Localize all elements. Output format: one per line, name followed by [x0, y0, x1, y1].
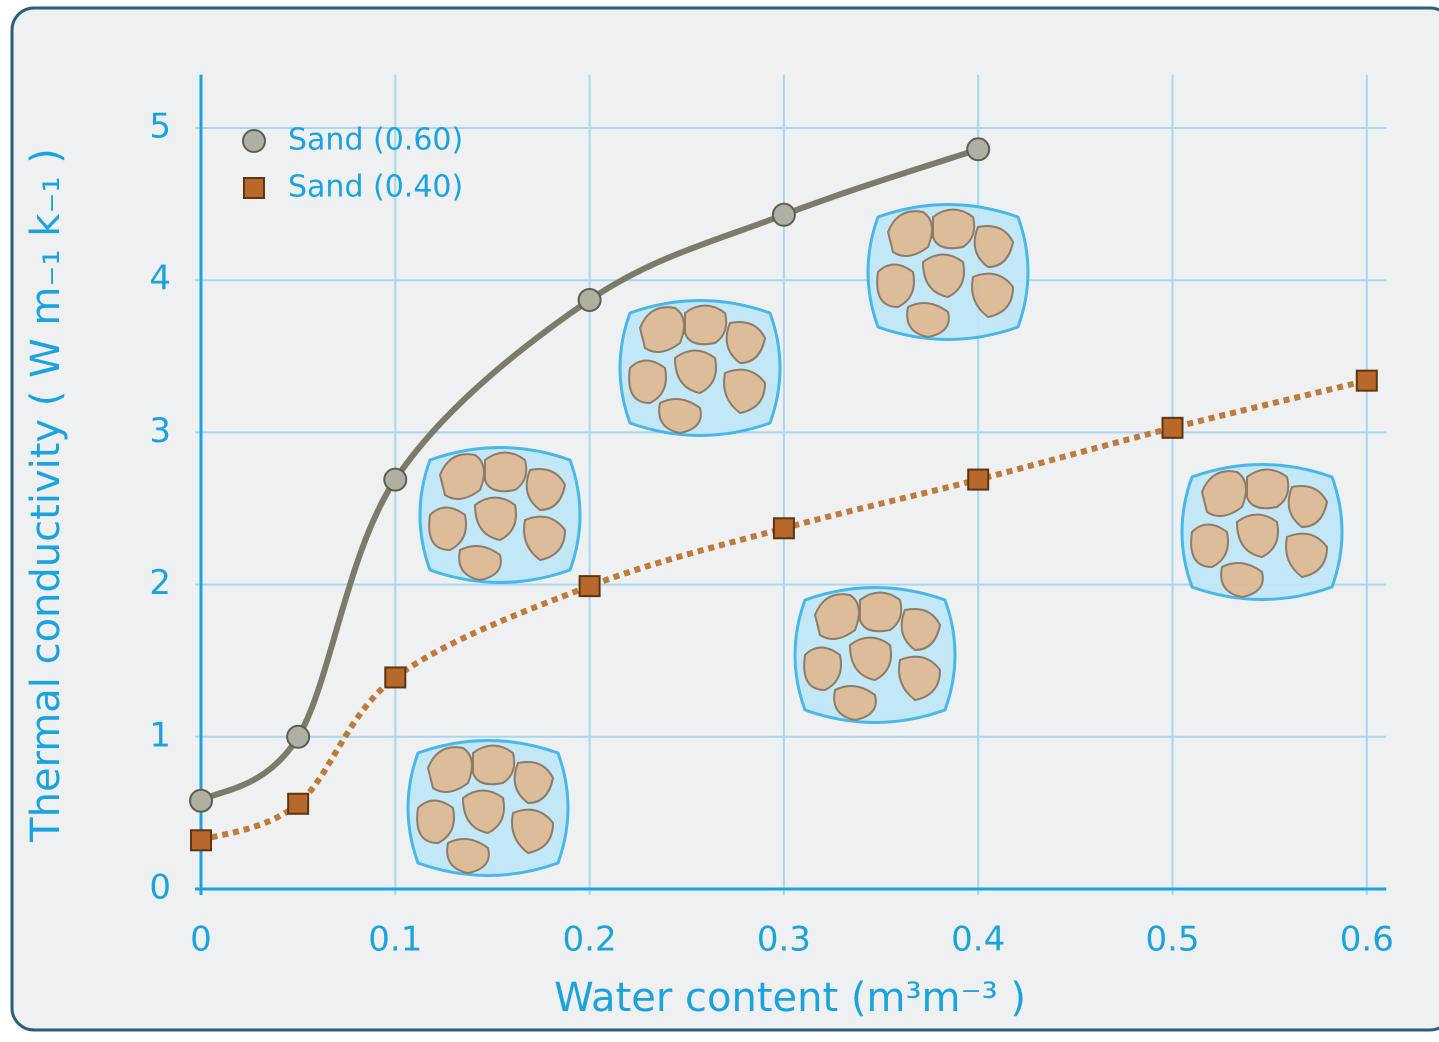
- series-line: [199, 377, 1368, 844]
- marker: [772, 517, 795, 540]
- legend-marker: [243, 177, 265, 199]
- marker: [578, 575, 601, 598]
- y-tick-label: 5: [149, 107, 171, 147]
- y-tick-label: 1: [149, 715, 171, 755]
- marker: [287, 792, 310, 815]
- legend-marker: [242, 129, 266, 153]
- marker: [966, 137, 991, 162]
- marker: [967, 468, 990, 491]
- x-tick-label: 0.1: [368, 920, 422, 960]
- x-tick-label: 0.2: [563, 920, 617, 960]
- marker: [189, 788, 213, 813]
- x-axis-label: Water content (m³m⁻³ ): [554, 975, 1026, 1021]
- frame: [10, 6, 1439, 1032]
- y-tick-label: 3: [149, 411, 171, 451]
- x-tick-label: 0.3: [757, 920, 811, 960]
- legend-label: Sand (0.60): [288, 123, 463, 158]
- y-tick-label: 2: [149, 563, 171, 603]
- marker: [383, 467, 408, 492]
- x-tick-label: 0.6: [1340, 920, 1394, 960]
- x-tick-label: 0: [190, 920, 212, 960]
- marker: [1161, 416, 1184, 439]
- marker: [286, 724, 311, 749]
- x-tick-label: 0.5: [1145, 920, 1199, 960]
- legend-label: Sand (0.40): [288, 170, 463, 205]
- marker: [771, 202, 796, 227]
- y-axis-label: Thermal conductivity ( W m₋₁ k₋₁ ): [23, 148, 69, 843]
- y-tick-label: 4: [149, 259, 171, 299]
- y-tick-label: 0: [149, 868, 171, 908]
- marker: [577, 287, 602, 312]
- x-tick-label: 0.4: [951, 920, 1005, 960]
- marker: [190, 829, 212, 852]
- marker: [1355, 369, 1378, 392]
- marker: [384, 666, 407, 689]
- plot: Sand (0.60) Sand (0.40): [189, 123, 1378, 852]
- grid: 0 1 2 3 4 5 0 0.1 0.2 0.3 0.4 0.5 0.6: [149, 74, 1394, 960]
